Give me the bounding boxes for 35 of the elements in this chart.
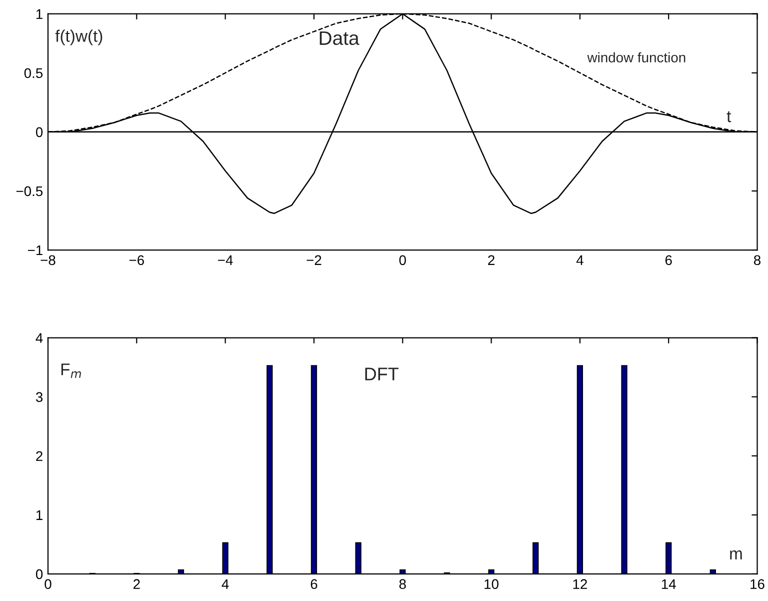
y-tick-label: −1 [28,245,42,256]
x-tick-label: 16 [750,579,764,590]
y-tick-label: 3 [36,392,43,402]
series-label: window function [587,52,686,62]
y-tick-label: 4 [36,333,43,343]
y-tick-label: 1 [36,9,42,19]
y-axis-title: f(t)w(t) [55,30,102,46]
x-tick-label: 4 [576,255,584,265]
x-axis-title: m [730,550,742,560]
y-tick-label: 0 [36,127,43,138]
x-tick-label: 8 [399,579,406,590]
x-tick-label: 6 [310,579,318,590]
x-tick-label: −8 [40,255,56,266]
y-tick-label: −0.5 [16,186,43,196]
y-axis-title: F$_{m}$ [61,364,81,378]
y-tick-label: 0 [36,569,43,580]
x-axis-title: t [726,111,732,122]
x-tick-label: 4 [222,579,229,589]
x-tick-label: −2 [306,255,322,265]
x-tick-label: −4 [218,255,233,265]
legend-label: Data [320,31,360,46]
y-tick-label: 2 [36,451,42,461]
x-tick-label: 10 [484,579,498,590]
x-tick-label: 12 [573,579,587,589]
x-tick-label: 2 [488,255,494,265]
x-tick-label: 14 [662,579,676,589]
x-tick-label: 0 [399,255,406,266]
x-tick-label: 8 [754,255,761,266]
x-tick-label: −6 [129,255,144,266]
x-tick-label: 2 [133,579,140,589]
y-tick-label: 1 [36,510,42,520]
y-tick-label: 0.5 [24,68,43,78]
text: DFT [365,368,398,380]
x-tick-label: 0 [44,579,52,590]
x-tick-label: 6 [665,255,672,266]
